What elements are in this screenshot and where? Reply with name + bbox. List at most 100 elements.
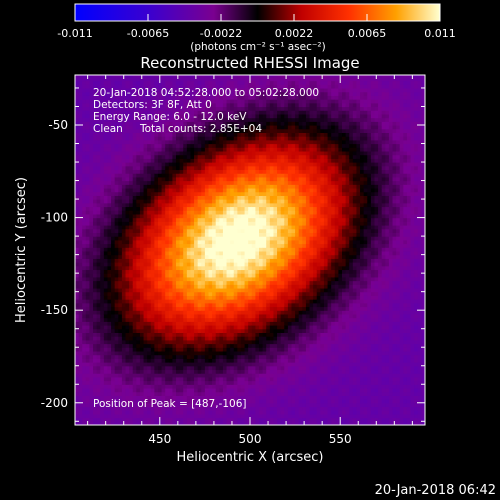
- heatmap-cell: [230, 380, 235, 385]
- heatmap-cell: [244, 102, 249, 108]
- heatmap-cell: [118, 365, 123, 371]
- heatmap-cell: [78, 154, 83, 159]
- heatmap-cell: [251, 280, 257, 285]
- heatmap-cell: [89, 358, 94, 363]
- heatmap-cell: [100, 99, 105, 104]
- heatmap-cell: [96, 113, 101, 119]
- heatmap-cell: [201, 202, 206, 208]
- heatmap-cell: [219, 117, 224, 122]
- heatmap-cell: [212, 265, 217, 271]
- heatmap-cell: [165, 143, 170, 148]
- heatmap-cell: [150, 117, 155, 122]
- heatmap-cell: [139, 150, 145, 156]
- heatmap-cell: [111, 102, 116, 108]
- heatmap-cell: [165, 343, 170, 348]
- heatmap-cell: [259, 384, 264, 389]
- heatmap-cell: [212, 113, 217, 119]
- heatmap-cell: [100, 299, 105, 304]
- heatmap-cell: [179, 291, 184, 296]
- heatmap-cell: [183, 421, 188, 425]
- heatmap-cell: [176, 95, 181, 100]
- heatmap-cell: [93, 187, 98, 193]
- heatmap-cell: [168, 206, 174, 211]
- heatmap-cell: [129, 150, 134, 156]
- heatmap-cell: [132, 75, 137, 78]
- heatmap-cell: [157, 87, 163, 93]
- heatmap-cell: [96, 91, 101, 96]
- heatmap-cell: [237, 369, 242, 374]
- heatmap-cell: [150, 91, 155, 96]
- heatmap-cell: [208, 239, 213, 245]
- heatmap-cell: [222, 202, 228, 208]
- heatmap-cell: [129, 176, 134, 182]
- heatmap-cell: [125, 262, 130, 267]
- heatmap-cell: [219, 413, 224, 419]
- heatmap-cell: [96, 406, 101, 411]
- heatmap-cell: [132, 84, 137, 89]
- heatmap-cell: [262, 347, 267, 352]
- heatmap-cell: [237, 106, 242, 111]
- heatmap-cell: [244, 347, 249, 352]
- chart-title: Reconstructed RHESSI Image: [140, 54, 359, 72]
- heatmap-cell: [89, 232, 94, 237]
- heatmap-cell: [248, 410, 253, 415]
- heatmap-cell: [143, 217, 148, 222]
- heatmap-cell: [96, 110, 101, 115]
- heatmap-cell: [136, 154, 141, 159]
- heatmap-cell: [121, 384, 127, 389]
- heatmap-cell: [201, 113, 206, 119]
- heatmap-cell: [147, 339, 152, 345]
- heatmap-cell: [78, 410, 83, 415]
- heatmap-cell: [107, 87, 112, 93]
- heatmap-cell: [150, 328, 155, 333]
- heatmap-cell: [240, 369, 246, 374]
- heatmap-cell: [197, 384, 202, 389]
- heatmap-cell: [226, 421, 231, 425]
- heatmap-cell: [125, 258, 130, 263]
- heatmap-cell: [215, 365, 220, 371]
- heatmap-cell: [222, 99, 228, 104]
- heatmap-cell: [147, 132, 152, 137]
- heatmap-cell: [157, 206, 163, 211]
- heatmap-cell: [194, 184, 199, 189]
- heatmap-cell: [201, 176, 206, 182]
- heatmap-cell: [96, 380, 101, 385]
- heatmap-cell: [172, 302, 177, 308]
- heatmap-cell: [157, 95, 163, 100]
- heatmap-cell: [226, 321, 231, 326]
- heatmap-cell: [244, 173, 249, 178]
- heatmap-cell: [85, 239, 91, 245]
- heatmap-cell: [240, 299, 246, 304]
- heatmap-cell: [172, 365, 177, 371]
- heatmap-cell: [237, 102, 242, 108]
- heatmap-cell: [215, 284, 220, 289]
- heatmap-cell: [190, 269, 195, 274]
- heatmap-cell: [85, 254, 91, 259]
- heatmap-cell: [136, 210, 141, 215]
- heatmap-cell: [111, 343, 116, 348]
- heatmap-cell: [244, 369, 249, 374]
- heatmap-cell: [136, 380, 141, 385]
- heatmap-cell: [201, 162, 206, 167]
- heatmap-cell: [107, 113, 112, 119]
- heatmap-cell: [240, 313, 246, 319]
- heatmap-cell: [107, 391, 112, 396]
- heatmap-cell: [154, 328, 159, 333]
- heatmap-cell: [75, 391, 80, 396]
- heatmap-cell: [208, 147, 213, 152]
- heatmap-cell: [204, 158, 210, 163]
- heatmap-cell: [215, 295, 220, 300]
- heatmap-cell: [78, 287, 83, 293]
- heatmap-cell: [240, 110, 246, 115]
- heatmap-cell: [233, 84, 238, 89]
- heatmap-cell: [147, 169, 152, 174]
- heatmap-cell: [244, 232, 249, 237]
- heatmap-cell: [233, 228, 238, 233]
- heatmap-cell: [259, 110, 264, 115]
- heatmap-cell: [118, 210, 123, 215]
- heatmap-cell: [157, 136, 163, 141]
- heatmap-cell: [215, 310, 220, 315]
- heatmap-cell: [96, 358, 101, 363]
- heatmap-cell: [103, 239, 109, 245]
- heatmap-cell: [190, 128, 195, 133]
